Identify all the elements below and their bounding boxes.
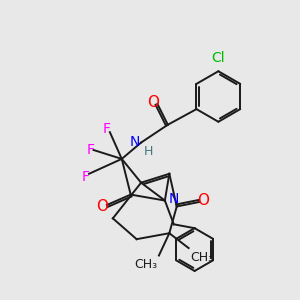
Text: F: F <box>82 170 90 184</box>
Text: O: O <box>147 95 159 110</box>
Text: H: H <box>143 145 153 158</box>
Text: N: N <box>129 135 140 149</box>
Text: N: N <box>168 192 179 206</box>
Text: CH₃: CH₃ <box>190 251 213 264</box>
Text: O: O <box>96 199 108 214</box>
Text: O: O <box>197 193 209 208</box>
Text: CH₃: CH₃ <box>134 259 158 272</box>
Text: Cl: Cl <box>212 51 225 65</box>
Text: F: F <box>103 122 111 136</box>
Text: F: F <box>87 143 94 157</box>
